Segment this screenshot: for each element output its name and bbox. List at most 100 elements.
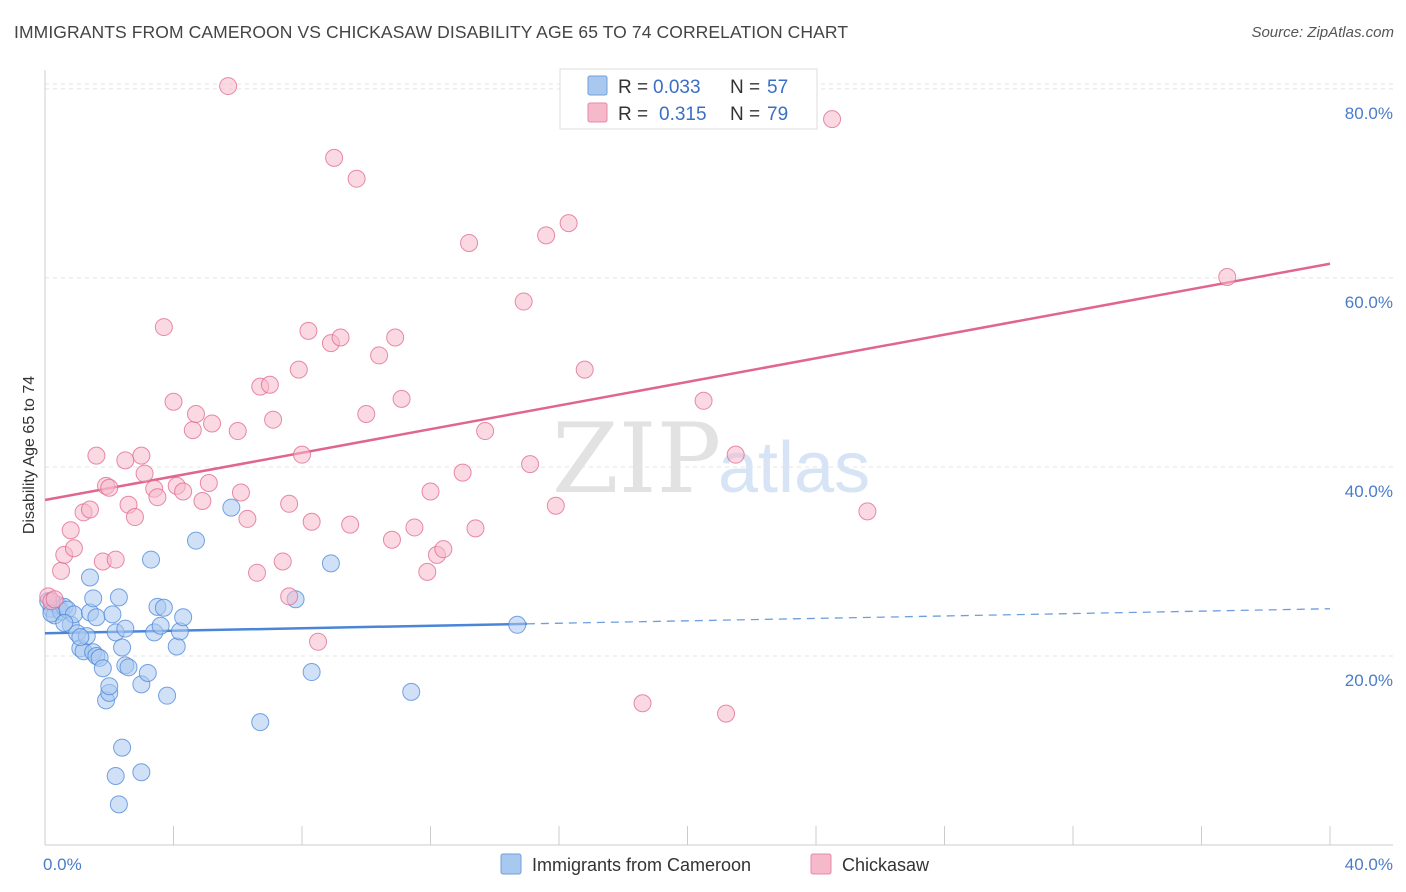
data-point (302, 663, 321, 682)
x-tick-label: 40.0% (1345, 855, 1393, 874)
series-cameroon (39, 498, 527, 814)
legend-r-label-1: R = (618, 77, 648, 98)
data-point (299, 321, 318, 340)
data-point (222, 498, 241, 517)
legend-swatch-cameroon (587, 75, 608, 96)
data-points (39, 77, 1237, 814)
data-point (434, 540, 453, 559)
trend-extension-cameroon (526, 608, 1331, 625)
data-point (61, 521, 80, 540)
y-tick-label: 20.0% (1345, 671, 1393, 690)
legend-r-value-1: 0.033 (653, 77, 701, 98)
data-point (100, 677, 119, 696)
data-point (331, 328, 350, 347)
data-point (154, 598, 173, 617)
y-tick-label: 60.0% (1345, 293, 1393, 312)
data-point (402, 682, 421, 701)
data-point (392, 389, 411, 408)
data-point (142, 550, 161, 569)
data-point (460, 233, 479, 252)
bottom-legend-label-chickasaw: Chickasaw (842, 855, 930, 875)
data-point (183, 421, 202, 440)
data-point (113, 638, 132, 657)
data-point (186, 531, 205, 550)
data-point (174, 482, 193, 501)
data-point (280, 587, 299, 606)
bottom-legend: Immigrants from Cameroon Chickasaw (500, 853, 930, 875)
data-point (248, 563, 267, 582)
data-point (219, 77, 238, 96)
data-point (154, 318, 173, 337)
data-point (309, 632, 328, 651)
data-point (93, 659, 112, 678)
data-point (341, 515, 360, 534)
data-point (203, 414, 222, 433)
data-point (280, 494, 299, 513)
data-point (199, 474, 218, 493)
data-point (514, 292, 533, 311)
legend-n-value-2: 79 (767, 104, 788, 125)
data-point (508, 615, 527, 634)
data-point (421, 482, 440, 501)
data-point (858, 502, 877, 521)
data-point (1218, 267, 1237, 286)
gridlines (45, 83, 1393, 657)
data-point (132, 446, 151, 465)
data-point (103, 605, 122, 624)
y-axis-label: Disability Age 65 to 74 (21, 376, 38, 534)
bottom-legend-swatch-chickasaw (810, 853, 832, 875)
y-tick-label: 40.0% (1345, 482, 1393, 501)
data-point (228, 422, 247, 441)
data-point (106, 550, 125, 569)
data-point (135, 464, 154, 483)
data-point (100, 478, 119, 497)
series-chickasaw (39, 77, 1237, 723)
data-point (167, 637, 186, 656)
data-point (476, 422, 495, 441)
data-point (694, 391, 713, 410)
data-point (386, 328, 405, 347)
watermark-atlas: atlas (718, 428, 870, 508)
bottom-legend-label-cameroon: Immigrants from Cameroon (532, 855, 751, 875)
x-tick-label: 0.0% (43, 855, 82, 874)
data-point (370, 346, 389, 365)
data-point (264, 410, 283, 429)
watermark: ZIP atlas (552, 403, 870, 515)
tick-labels: 20.0% 40.0% 60.0% 80.0% 0.0% 40.0% (43, 104, 1393, 874)
data-point (251, 713, 270, 732)
data-point (174, 608, 193, 627)
data-point (148, 488, 167, 507)
data-point (84, 589, 103, 608)
data-point (325, 148, 344, 167)
data-point (55, 613, 74, 632)
watermark-zip: ZIP (552, 403, 721, 515)
data-point (151, 616, 170, 635)
data-point (575, 360, 594, 379)
data-point (405, 518, 424, 537)
data-point (80, 568, 99, 587)
data-point (453, 463, 472, 482)
data-point (823, 110, 842, 129)
data-point (116, 451, 135, 470)
data-point (164, 392, 183, 411)
data-point (87, 446, 106, 465)
data-point (521, 455, 540, 474)
data-point (321, 554, 340, 573)
data-point (158, 686, 177, 705)
chart-source: Source: ZipAtlas.com (1251, 24, 1394, 41)
data-point (293, 445, 311, 464)
data-point (347, 169, 366, 188)
data-point (633, 694, 652, 713)
data-point (52, 561, 71, 580)
data-point (45, 590, 64, 609)
trend-line-chickasaw (44, 262, 1331, 502)
data-point (466, 519, 485, 538)
data-point (302, 512, 321, 531)
legend-n-label-1: N = (730, 77, 760, 98)
data-point (382, 530, 401, 549)
data-point (113, 738, 132, 757)
legend-r-value-2: 0.315 (659, 104, 707, 125)
data-point (546, 496, 565, 515)
data-point (717, 704, 736, 723)
